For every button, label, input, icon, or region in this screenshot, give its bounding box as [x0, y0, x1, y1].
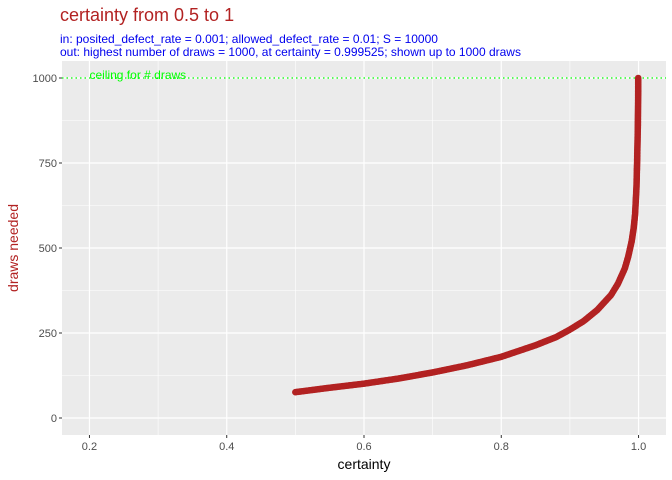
ceiling-reference-label: ceiling for # draws — [89, 68, 186, 82]
y-tick-label: 1000 — [33, 73, 57, 85]
y-tick-label: 0 — [51, 413, 57, 425]
y-tick-label: 750 — [39, 158, 57, 170]
x-tick-label: 0.4 — [219, 441, 234, 453]
chart-title: certainty from 0.5 to 1 — [60, 5, 235, 25]
subtitle-outputs: out: highest number of draws = 1000, at … — [60, 45, 521, 59]
x-axis-ticks: 0.2 0.4 0.6 0.8 1.0 — [82, 435, 646, 453]
x-tick-label: 0.6 — [356, 441, 371, 453]
x-axis-label: certainty — [338, 456, 391, 472]
x-tick-label: 0.2 — [82, 441, 97, 453]
data-points — [292, 74, 642, 396]
x-tick-label: 0.8 — [494, 441, 509, 453]
y-axis-label: draws needed — [5, 204, 21, 292]
y-tick-label: 250 — [39, 328, 57, 340]
y-axis-ticks: 0 250 500 750 1000 — [33, 73, 62, 425]
y-tick-label: 500 — [39, 243, 57, 255]
x-tick-label: 1.0 — [631, 441, 646, 453]
subtitle-inputs: in: posited_defect_rate = 0.001; allowed… — [60, 32, 438, 46]
data-point — [634, 74, 642, 82]
